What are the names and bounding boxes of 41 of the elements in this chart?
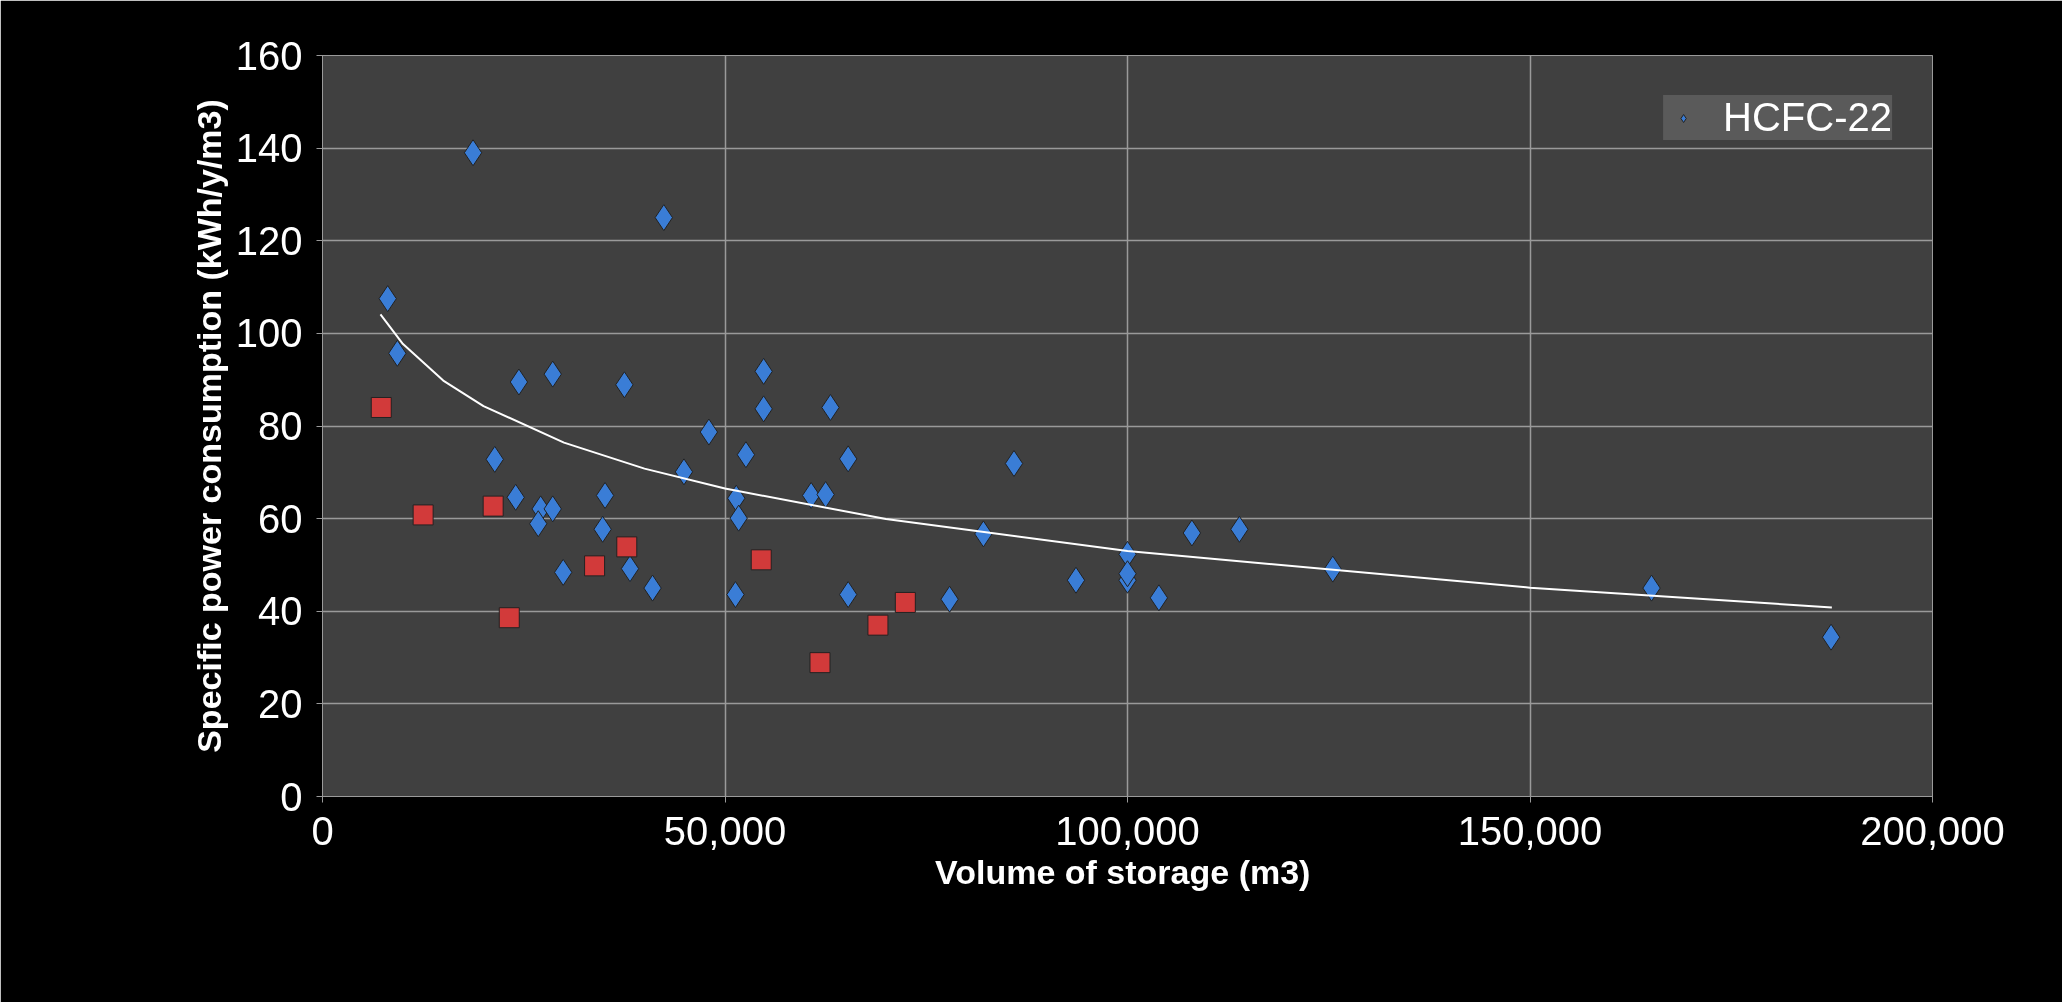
y-tick-label: 60 bbox=[258, 496, 303, 541]
point bbox=[584, 555, 606, 577]
point bbox=[498, 607, 520, 629]
y-tick-label: 20 bbox=[258, 681, 303, 726]
x-axis-title: Volume of storage (m3) bbox=[935, 852, 1311, 891]
point bbox=[736, 441, 756, 469]
point bbox=[699, 418, 719, 446]
y-tick-label: 140 bbox=[235, 126, 303, 171]
x-tick-label: 200,000 bbox=[1860, 808, 2005, 853]
x-tick-label: 50,000 bbox=[663, 808, 787, 853]
x-tick-label: 0 bbox=[311, 808, 334, 853]
x-tick-label: 150,000 bbox=[1457, 808, 1603, 853]
point bbox=[370, 396, 392, 418]
x-tick-label: 100,000 bbox=[1055, 808, 1200, 853]
point bbox=[482, 495, 504, 517]
point bbox=[809, 652, 831, 674]
point bbox=[867, 614, 889, 636]
point bbox=[1182, 519, 1202, 547]
point bbox=[620, 555, 640, 583]
point bbox=[616, 536, 638, 558]
point bbox=[1066, 566, 1086, 594]
point bbox=[1149, 584, 1169, 612]
y-tick-label: 100 bbox=[235, 311, 303, 356]
point bbox=[801, 481, 821, 509]
y-tick-label: 80 bbox=[258, 404, 303, 448]
point bbox=[674, 458, 694, 486]
point bbox=[750, 549, 772, 571]
point bbox=[595, 481, 615, 509]
point bbox=[412, 504, 434, 526]
point bbox=[509, 368, 529, 396]
legend-label: HCFC-22 bbox=[1723, 95, 1892, 140]
y-tick-label: 0 bbox=[280, 774, 303, 819]
point bbox=[463, 139, 483, 167]
point bbox=[1004, 450, 1024, 478]
y-tick-label: 160 bbox=[235, 33, 303, 78]
line-series bbox=[379, 313, 1833, 609]
y-tick-label: 120 bbox=[235, 218, 303, 263]
y-tick-label: 40 bbox=[258, 589, 303, 634]
point bbox=[1821, 623, 1841, 651]
point bbox=[894, 591, 916, 613]
y-axis-title: Specific power consumption (kWh/y/m3) bbox=[189, 99, 228, 753]
